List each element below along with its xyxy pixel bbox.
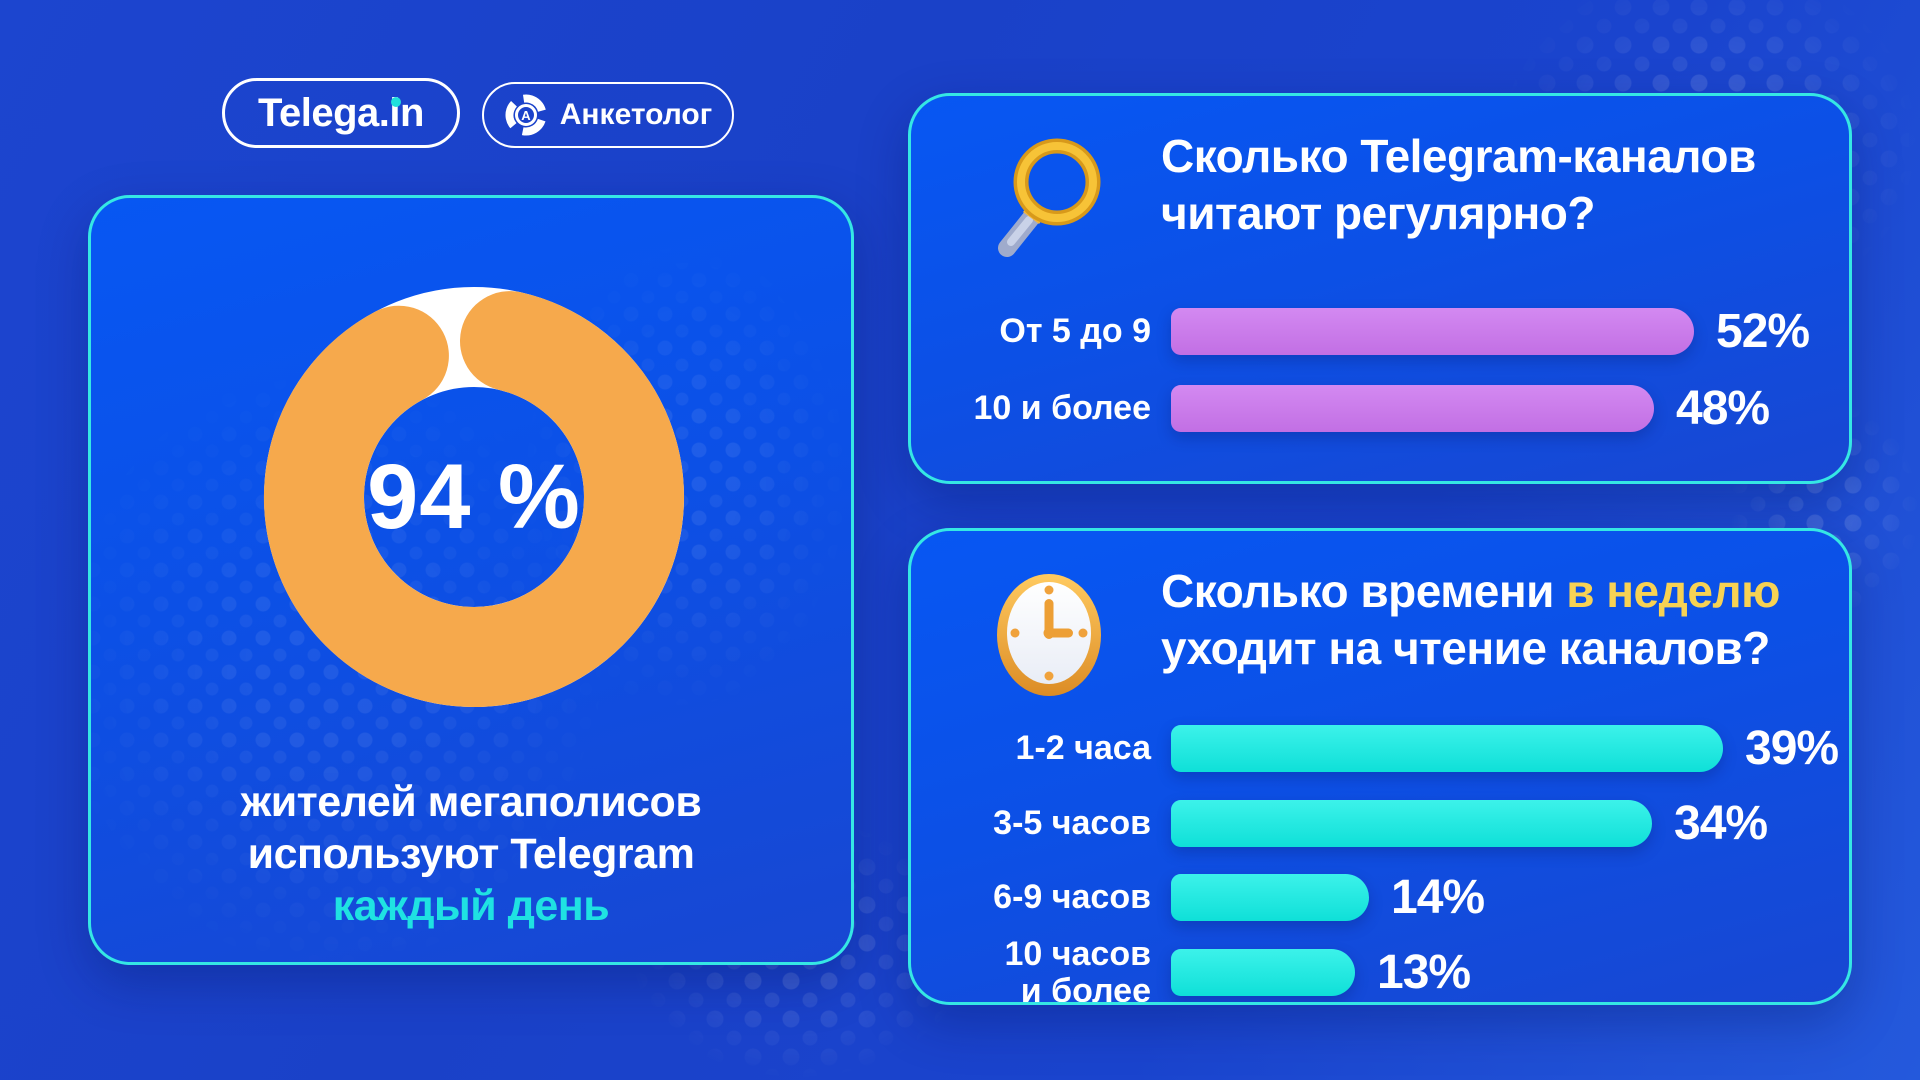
bar-34 bbox=[1171, 800, 1652, 847]
bar-14 bbox=[1171, 874, 1369, 921]
usage-caption-line3: каждый день bbox=[332, 882, 610, 930]
channels-bar-row: 10 и более 48% bbox=[911, 382, 1819, 435]
channels-title: Сколько Telegram-каналов читают регулярн… bbox=[1161, 128, 1756, 242]
bar-39 bbox=[1171, 725, 1723, 772]
usage-card: 94 % жителей мегаполисов используют Tele… bbox=[88, 195, 854, 965]
bar-value: 48% bbox=[1676, 382, 1770, 435]
usage-caption-line2: используют Telegram bbox=[247, 830, 695, 878]
bar-value: 13% bbox=[1377, 946, 1471, 999]
time-title-white: Сколько времени bbox=[1161, 565, 1554, 617]
bar-label: 1-2 часа bbox=[1015, 729, 1151, 767]
bar-48 bbox=[1171, 385, 1654, 432]
usage-caption-line1: жителей мегаполисов bbox=[240, 778, 702, 826]
channels-card: Сколько Telegram-каналов читают регулярн… bbox=[908, 93, 1852, 484]
usage-percent-value: 94 % bbox=[367, 445, 581, 548]
time-bar-row: 3-5 часов 34% bbox=[911, 797, 1819, 850]
svg-text:A: A bbox=[521, 108, 531, 123]
bar-value: 39% bbox=[1745, 722, 1839, 775]
bar-label-line2: и более bbox=[1020, 971, 1151, 1005]
bar-label-line1: 10 часов bbox=[1004, 934, 1152, 973]
bar-value: 34% bbox=[1674, 797, 1768, 850]
donut-ring bbox=[264, 287, 684, 707]
anketolog-logo-text: Анкетолог bbox=[559, 98, 713, 131]
bar-label: 10 и более bbox=[973, 389, 1151, 427]
bar-label: 10 часов и более bbox=[911, 934, 1171, 1005]
bar-13 bbox=[1171, 949, 1355, 996]
anketolog-gear-icon: A bbox=[505, 94, 547, 136]
search-icon bbox=[998, 138, 1101, 257]
bar-label: 3-5 часов bbox=[993, 804, 1151, 842]
time-title-line1: Сколько времени в неделю bbox=[1161, 563, 1780, 620]
telega-i-dot-accent bbox=[391, 97, 401, 107]
bar-52 bbox=[1171, 308, 1694, 355]
time-title: Сколько времени в неделю уходит на чтени… bbox=[1161, 563, 1780, 677]
time-bar-row: 10 часов и более 13% bbox=[911, 935, 1819, 1002]
bar-label: 6-9 часов bbox=[993, 878, 1151, 916]
clock-icon bbox=[997, 574, 1101, 696]
telega-logo-badge: Telega.in bbox=[222, 78, 460, 148]
time-title-line2: уходит на чтение каналов? bbox=[1161, 622, 1770, 674]
usage-caption: жителей мегаполисов используют Telegram … bbox=[91, 776, 851, 932]
time-bar-row: 6-9 часов 14% bbox=[911, 871, 1819, 924]
channels-title-line2: читают регулярно? bbox=[1161, 187, 1596, 239]
channels-bar-row: От 5 до 9 52% bbox=[911, 305, 1819, 358]
usage-donut-chart: 94 % bbox=[263, 286, 685, 708]
bar-value: 52% bbox=[1716, 305, 1810, 358]
donut-value-segment bbox=[264, 291, 684, 707]
channels-title-line1: Сколько Telegram-каналов bbox=[1161, 130, 1756, 182]
bar-label: От 5 до 9 bbox=[999, 312, 1151, 350]
time-bar-row: 1-2 часа 39% bbox=[911, 722, 1840, 775]
time-title-highlight: в неделю bbox=[1566, 565, 1780, 617]
time-card: Сколько времени в неделю уходит на чтени… bbox=[908, 528, 1852, 1005]
bar-value: 14% bbox=[1391, 871, 1485, 924]
anketolog-logo-badge: A Анкетолог bbox=[482, 82, 734, 148]
